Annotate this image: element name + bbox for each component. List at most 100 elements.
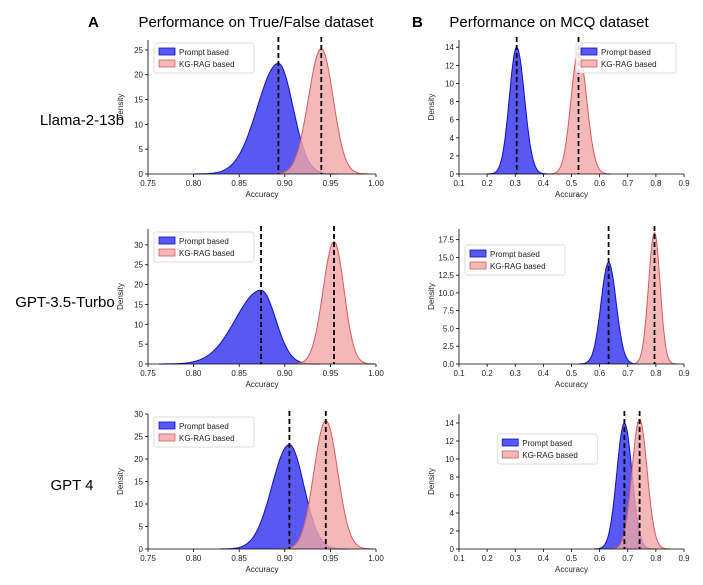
y-axis-label-gpt35-mcq: Density [427, 283, 436, 310]
legend-box-llama-mcq [575, 42, 677, 74]
legend-box-gpt35-tf [153, 231, 255, 263]
column-title-mcq: Performance on MCQ dataset [449, 14, 649, 31]
legend-label-prompt-llama-mcq: Prompt based [601, 48, 651, 57]
y-tick-label-llama-mcq: 0 [450, 170, 455, 179]
x-axis-label-gpt35-mcq: Accuracy [555, 380, 588, 389]
y-tick-label-gpt35-tf: 30 [134, 241, 143, 250]
x-tick-label-gpt35-mcq: 0.1 [453, 369, 465, 378]
legend-gpt35-mcq: Prompt based KG-RAG based [464, 244, 566, 276]
legend-label-kg-rag-gpt35-mcq: KG-RAG based [490, 262, 546, 271]
y-tick-label-gpt35-mcq: 15.0 [438, 253, 454, 262]
x-tick-label-llama-tf: 0.85 [231, 179, 247, 188]
y-tick-label-gpt35-mcq: 7.5 [443, 307, 455, 316]
y-tick-label-gpt4-tf: 10 [134, 500, 143, 509]
column-title-true-false: Performance on True/False dataset [138, 14, 374, 31]
y-tick-label-gpt4-tf: 15 [134, 478, 143, 487]
density-area-prompt-gpt35-tf [158, 290, 320, 364]
y-tick-label-llama-mcq: 8 [450, 98, 455, 107]
y-tick-label-gpt35-tf: 15 [134, 300, 143, 309]
density-curve-kg-rag-llama-tf [270, 47, 369, 175]
y-tick-label-llama-mcq: 6 [450, 116, 455, 125]
legend-label-kg-rag-llama-mcq: KG-RAG based [601, 60, 657, 69]
legend-label-prompt-gpt4-mcq: Prompt based [522, 439, 572, 448]
legend-swatch-prompt-llama-mcq [580, 47, 598, 56]
legend-box-llama-tf [153, 42, 255, 74]
x-tick-label-llama-tf: 0.75 [140, 179, 156, 188]
y-tick-label-gpt4-tf: 0 [139, 545, 144, 554]
x-tick-label-llama-tf: 0.80 [186, 179, 202, 188]
x-tick-label-gpt35-mcq: 0.2 [482, 369, 494, 378]
x-tick-label-gpt35-mcq: 0.9 [678, 369, 690, 378]
x-tick-label-llama-mcq: 0.6 [594, 179, 606, 188]
legend-label-prompt-gpt35-mcq: Prompt based [490, 250, 540, 259]
legend-llama-mcq: Prompt based KG-RAG based [575, 42, 677, 74]
y-tick-label-gpt4-mcq: 6 [450, 491, 455, 500]
y-tick-label-gpt4-tf: 5 [139, 523, 144, 532]
y-tick-label-gpt35-tf: 5 [139, 340, 144, 349]
legend-swatch-kg-rag-gpt35-mcq [469, 261, 487, 270]
legend-swatch-prompt-gpt4-mcq [501, 438, 519, 447]
x-tick-label-gpt4-mcq: 0.2 [482, 554, 494, 563]
y-axis-label-gpt4-tf: Density [116, 468, 125, 495]
x-tick-label-gpt35-mcq: 0.6 [594, 369, 606, 378]
x-tick-label-gpt35-mcq: 0.3 [510, 369, 522, 378]
legend-gpt4-tf: Prompt based KG-RAG based [153, 416, 255, 448]
density-curve-kg-rag-gpt35-mcq [630, 231, 678, 365]
x-tick-label-gpt4-mcq: 0.4 [538, 554, 550, 563]
density-area-prompt-gpt35-mcq [578, 262, 639, 364]
x-tick-label-llama-tf: 0.90 [277, 179, 293, 188]
x-tick-label-gpt4-tf: 0.75 [140, 554, 156, 563]
legend-box-gpt4-mcq [496, 433, 598, 465]
x-tick-label-gpt35-tf: 0.95 [323, 369, 339, 378]
x-tick-label-gpt4-tf: 0.80 [186, 554, 202, 563]
density-curve-prompt-llama-mcq [487, 46, 549, 175]
y-tick-label-llama-mcq: 12 [445, 61, 454, 70]
legend-label-kg-rag-gpt4-tf: KG-RAG based [179, 434, 235, 443]
legend-swatch-kg-rag-gpt35-tf [158, 248, 176, 257]
y-tick-label-gpt4-mcq: 4 [450, 509, 455, 518]
x-tick-label-gpt35-mcq: 0.4 [538, 369, 550, 378]
legend-label-prompt-gpt4-tf: Prompt based [179, 422, 229, 431]
y-tick-label-gpt35-mcq: 2.5 [443, 342, 455, 351]
x-tick-label-llama-mcq: 0.8 [650, 179, 662, 188]
y-tick-label-gpt4-tf: 25 [134, 433, 143, 442]
subplots: 0.75 0.80 0.85 0.90 0.95 1.000510152025Accura… [116, 37, 690, 574]
row-label-gpt4: GPT 4 [50, 477, 93, 494]
x-tick-label-gpt4-tf: 1.00 [368, 554, 384, 563]
x-tick-label-llama-tf: 1.00 [368, 179, 384, 188]
legend-label-kg-rag-gpt35-tf: KG-RAG based [179, 249, 235, 258]
y-tick-label-gpt4-mcq: 8 [450, 473, 455, 482]
legend-label-prompt-llama-tf: Prompt based [179, 48, 229, 57]
y-tick-label-gpt35-tf: 0 [139, 360, 144, 369]
panel-letter-a: A [88, 14, 99, 31]
legend-swatch-prompt-gpt35-tf [158, 236, 176, 245]
x-axis-label-gpt4-tf: Accuracy [246, 565, 279, 574]
x-tick-label-llama-mcq: 0.5 [566, 179, 578, 188]
subplot-gpt35-tf: 0.75 0.80 0.85 0.90 0.95 1.00 0 5 10 15 20 25 30 Accu… [116, 226, 384, 389]
y-axis-label-gpt35-tf: Density [116, 283, 125, 310]
y-tick-label-llama-tf: 15 [134, 96, 143, 105]
y-tick-label-gpt35-mcq: 5.0 [443, 324, 455, 333]
x-tick-label-gpt35-tf: 0.75 [140, 369, 156, 378]
y-tick-label-gpt35-mcq: 0.0 [443, 360, 455, 369]
x-tick-label-gpt35-mcq: 0.8 [650, 369, 662, 378]
x-axis-label-gpt35-tf: Accuracy [246, 380, 279, 389]
x-tick-label-llama-mcq: 0.7 [622, 179, 634, 188]
y-tick-label-gpt4-mcq: 10 [445, 455, 454, 464]
density-area-prompt-llama-mcq [487, 47, 549, 174]
density-area-kg-rag-llama-mcq [548, 50, 612, 174]
legend-box-gpt4-tf [153, 416, 255, 448]
y-tick-label-gpt4-mcq: 2 [450, 527, 455, 536]
x-tick-label-gpt35-mcq: 0.5 [566, 369, 578, 378]
legend-swatch-prompt-gpt35-mcq [469, 249, 487, 258]
x-tick-label-llama-mcq: 0.3 [510, 179, 522, 188]
x-tick-label-gpt4-mcq: 0.8 [650, 554, 662, 563]
x-tick-label-gpt4-tf: 0.90 [277, 554, 293, 563]
x-axis-label-llama-tf: Accuracy [246, 190, 279, 199]
y-tick-label-gpt35-mcq: 12.5 [438, 271, 454, 280]
density-area-prompt-gpt4-tf [220, 444, 348, 549]
density-curve-prompt-gpt35-tf [158, 289, 320, 365]
x-tick-label-gpt35-tf: 0.80 [186, 369, 202, 378]
x-axis-label-gpt4-mcq: Accuracy [555, 565, 588, 574]
legend-box-gpt35-mcq [464, 244, 566, 276]
